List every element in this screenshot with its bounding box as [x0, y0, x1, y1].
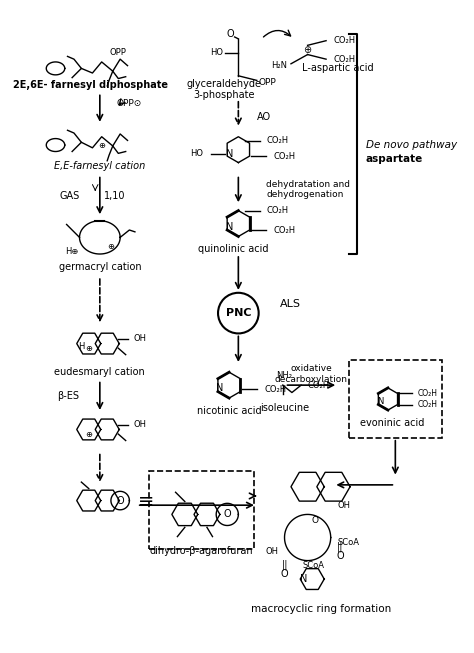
Text: evoninic acid: evoninic acid: [360, 418, 425, 428]
Text: CO₂H: CO₂H: [267, 206, 289, 215]
Text: OH: OH: [265, 547, 278, 556]
Text: CO₂H: CO₂H: [267, 136, 289, 145]
Text: AO: AO: [257, 112, 271, 122]
Text: OPP: OPP: [110, 48, 127, 57]
Text: ||: ||: [337, 541, 343, 552]
Text: L-aspartic acid: L-aspartic acid: [302, 63, 374, 73]
Text: ⊕: ⊕: [98, 140, 105, 150]
Text: HO: HO: [190, 149, 203, 158]
Text: CO₂H: CO₂H: [418, 389, 438, 398]
Text: CO₂H: CO₂H: [273, 151, 296, 161]
Text: O: O: [223, 509, 231, 519]
Text: nicotinic acid: nicotinic acid: [197, 406, 262, 416]
Text: CO₂H: CO₂H: [273, 225, 296, 234]
Text: isoleucine: isoleucine: [260, 403, 309, 413]
Text: O: O: [116, 496, 124, 505]
Text: OPP: OPP: [259, 78, 276, 87]
Text: N: N: [216, 383, 224, 392]
Text: N: N: [300, 574, 308, 584]
Text: H₂N: H₂N: [271, 61, 287, 70]
Text: germacryl cation: germacryl cation: [58, 262, 141, 272]
Text: O: O: [281, 569, 288, 579]
Text: CO₂H: CO₂H: [308, 381, 330, 390]
Text: OH: OH: [337, 501, 350, 510]
Text: OH: OH: [133, 334, 146, 343]
Text: ⊕: ⊕: [85, 343, 92, 353]
Text: O: O: [336, 551, 344, 561]
Text: dehydratation and
dehydrogenation: dehydratation and dehydrogenation: [266, 180, 350, 199]
Text: eudesmaryl cation: eudesmaryl cation: [55, 367, 145, 377]
Text: OH: OH: [133, 421, 146, 429]
Text: HO: HO: [210, 48, 224, 57]
Text: N: N: [377, 397, 383, 406]
Text: ⊕: ⊕: [108, 242, 114, 251]
Text: oxidative
decarboxylation: oxidative decarboxylation: [275, 364, 348, 384]
Text: ⊕: ⊕: [303, 45, 312, 55]
FancyBboxPatch shape: [149, 471, 254, 549]
Text: β-ES: β-ES: [57, 391, 80, 401]
Text: GAS: GAS: [59, 191, 80, 201]
Text: glyceraldehyde
3-phosphate: glyceraldehyde 3-phosphate: [187, 79, 262, 101]
Text: N: N: [226, 148, 233, 159]
Text: ⊕: ⊕: [85, 430, 92, 439]
Text: De novo pathway: De novo pathway: [366, 140, 457, 150]
Text: CO₂H: CO₂H: [334, 55, 356, 63]
Text: PNC: PNC: [226, 308, 251, 318]
Text: CO₂H: CO₂H: [418, 400, 438, 409]
Text: 2E,6E- farnesyl diphosphate: 2E,6E- farnesyl diphosphate: [13, 80, 168, 90]
Text: ||: ||: [281, 560, 288, 571]
FancyBboxPatch shape: [349, 360, 441, 438]
Text: H⊕: H⊕: [65, 247, 79, 256]
Text: quinolinic acid: quinolinic acid: [199, 244, 269, 255]
Text: 1,10: 1,10: [104, 191, 126, 201]
Text: OPP⊙: OPP⊙: [117, 99, 142, 108]
Text: dihydro-β-agarofuran: dihydro-β-agarofuran: [150, 547, 253, 556]
Text: H: H: [78, 342, 84, 351]
Text: O: O: [226, 29, 234, 39]
Text: O: O: [311, 517, 319, 526]
Text: NH₂: NH₂: [276, 372, 292, 381]
Text: E,E-farnesyl cation: E,E-farnesyl cation: [54, 161, 146, 171]
Text: aspartate: aspartate: [366, 154, 423, 164]
Text: macrocyclic ring formation: macrocyclic ring formation: [251, 603, 392, 614]
Text: CO₂H: CO₂H: [334, 36, 356, 45]
Text: N: N: [226, 222, 233, 232]
Text: CO₂H: CO₂H: [264, 385, 286, 394]
Text: ALS: ALS: [280, 299, 301, 309]
Text: SCoA: SCoA: [337, 537, 359, 547]
Text: SCoA: SCoA: [303, 561, 325, 569]
Text: ≡: ≡: [138, 491, 154, 510]
